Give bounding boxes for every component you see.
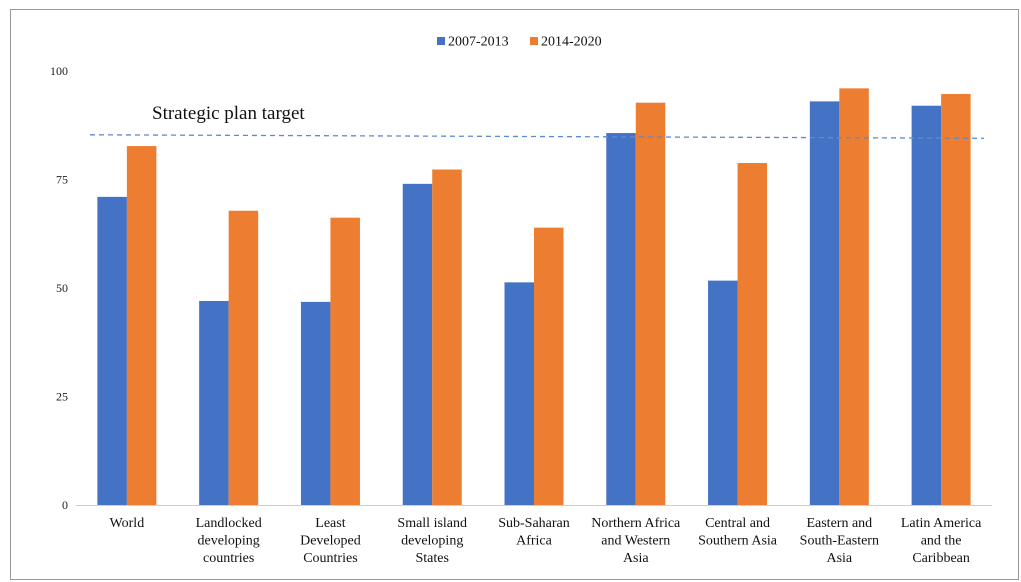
bar-2014-2020: [534, 227, 564, 505]
bar-2007-2013: [809, 101, 840, 505]
legend-label: 2007-2013: [448, 35, 509, 50]
y-tick-label: 0: [62, 498, 68, 512]
bar-2007-2013: [97, 196, 127, 506]
bar-2007-2013: [708, 280, 738, 505]
legend-swatch-2007-2013: [437, 37, 445, 45]
x-category-label: Least: [315, 516, 345, 531]
x-category-label: Latin America: [901, 516, 982, 531]
y-tick-label: 75: [56, 173, 68, 187]
x-category-label: and the: [921, 534, 962, 549]
bar-2014-2020: [432, 169, 462, 505]
x-category-label: countries: [203, 551, 254, 566]
bar-2014-2020: [330, 217, 360, 505]
x-category-label: developing: [198, 534, 260, 549]
x-category-label: Northern Africa: [591, 516, 681, 531]
x-category-label: Eastern and: [806, 516, 872, 531]
x-category-label: Asia: [623, 551, 649, 566]
x-category-label: Countries: [303, 551, 357, 566]
x-category-label: Small island: [397, 516, 467, 531]
bar-2014-2020: [126, 146, 157, 505]
bar-2007-2013: [606, 133, 636, 505]
y-tick-label: 25: [56, 390, 68, 404]
bar-2007-2013: [911, 105, 942, 505]
x-category-label: World: [110, 516, 145, 531]
x-category-label: and Western: [601, 534, 670, 549]
x-category-label: Central and: [705, 516, 770, 531]
x-category-label: Landlocked: [196, 516, 262, 531]
target-label: Strategic plan target: [152, 103, 305, 124]
bar-2007-2013: [402, 183, 433, 505]
x-category-label: Caribbean: [912, 551, 970, 566]
legend-swatch-2014-2020: [530, 37, 538, 45]
x-category-label: Southern Asia: [698, 534, 778, 549]
x-category-label: South-Eastern: [800, 534, 879, 549]
x-category-label: States: [415, 551, 448, 566]
x-category-label: developing: [401, 534, 463, 549]
bar-2014-2020: [228, 210, 259, 506]
y-tick-label: 100: [50, 64, 68, 78]
y-tick-label: 50: [56, 281, 68, 295]
bar-2007-2013: [199, 301, 229, 505]
bar-2007-2013: [504, 282, 534, 505]
bar-2014-2020: [635, 102, 666, 505]
bar-2007-2013: [300, 301, 331, 505]
legend-label: 2014-2020: [541, 35, 602, 50]
x-category-label: Asia: [826, 551, 852, 566]
bar-2014-2020: [941, 94, 971, 505]
bar-2014-2020: [839, 88, 869, 506]
x-category-label: Developed: [300, 534, 361, 549]
bar-2014-2020: [737, 163, 768, 505]
x-category-label: Sub-Saharan: [498, 516, 570, 531]
x-category-label: Africa: [516, 534, 553, 549]
